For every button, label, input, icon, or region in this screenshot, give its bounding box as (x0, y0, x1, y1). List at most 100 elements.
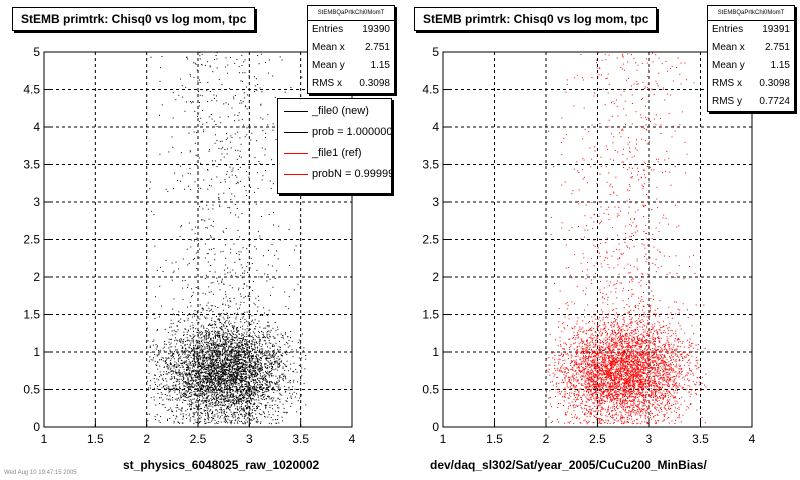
scatter-point (224, 378, 226, 380)
scatter-point (218, 318, 220, 320)
scatter-point (232, 400, 234, 401)
scatter-point (272, 408, 274, 410)
scatter-point (222, 250, 224, 252)
scatter-point (215, 331, 217, 332)
scatter-point (208, 345, 210, 347)
scatter-point (203, 355, 205, 356)
scatter-point (241, 401, 242, 403)
scatter-point (264, 340, 266, 342)
scatter-point (193, 76, 195, 78)
scatter-point (266, 404, 268, 406)
scatter-point (233, 381, 235, 383)
scatter-point (238, 374, 240, 376)
scatter-point (210, 114, 212, 115)
scatter-point (195, 375, 197, 377)
scatter-point (215, 405, 216, 407)
scatter-point (189, 391, 191, 393)
scatter-point (198, 390, 200, 392)
scatter-point (270, 363, 272, 365)
scatter-point (273, 355, 275, 357)
scatter-point (207, 380, 208, 382)
scatter-point (225, 353, 227, 355)
scatter-point (235, 354, 237, 356)
scatter-point (234, 405, 236, 407)
scatter-point (236, 58, 238, 60)
scatter-point (270, 385, 272, 387)
scatter-point (272, 354, 273, 356)
scatter-point (251, 388, 253, 390)
scatter-point (240, 301, 242, 303)
scatter-point (238, 112, 240, 114)
scatter-point (228, 380, 230, 381)
scatter-point (199, 358, 201, 359)
scatter-point (285, 365, 286, 367)
scatter-point (219, 336, 221, 338)
scatter-point (191, 389, 192, 391)
scatter-point (248, 386, 250, 388)
scatter-point (271, 363, 273, 365)
scatter-point (224, 414, 226, 415)
scatter-point (279, 358, 281, 360)
scatter-point (198, 358, 200, 360)
scatter-point (194, 408, 196, 409)
scatter-point (231, 274, 233, 276)
scatter-point (207, 341, 208, 343)
scatter-point (148, 372, 150, 374)
scatter-point (217, 381, 219, 383)
scatter-point (215, 409, 217, 411)
scatter-point (201, 379, 203, 380)
scatter-point (243, 410, 245, 412)
scatter-point (220, 386, 222, 388)
scatter-point (210, 360, 212, 362)
scatter-point (231, 421, 233, 423)
scatter-point (244, 370, 246, 372)
scatter-point (207, 350, 209, 352)
scatter-point (229, 207, 231, 209)
scatter-point (245, 190, 247, 192)
scatter-point (261, 364, 262, 366)
scatter-point (199, 55, 201, 57)
scatter-point (191, 402, 193, 404)
scatter-point (236, 379, 238, 381)
scatter-point (265, 359, 267, 361)
scatter-point (192, 324, 194, 326)
scatter-point (156, 378, 158, 380)
scatter-point (191, 402, 193, 404)
scatter-point (168, 372, 170, 374)
scatter-point (226, 312, 228, 314)
scatter-point (237, 390, 239, 392)
scatter-point (182, 413, 184, 415)
scatter-point (199, 102, 200, 103)
scatter-point (200, 380, 202, 382)
scatter-point (234, 412, 236, 414)
scatter-point (160, 374, 162, 376)
scatter-point (206, 403, 208, 405)
scatter-point (255, 326, 257, 328)
scatter-point (175, 373, 177, 375)
scatter-point (218, 313, 220, 315)
scatter-point (250, 336, 252, 338)
scatter-point (263, 355, 265, 357)
scatter-point (185, 393, 187, 395)
scatter-point (222, 360, 223, 361)
scatter-point (195, 63, 197, 65)
scatter-point (212, 406, 214, 408)
scatter-point (185, 410, 187, 412)
scatter-point (241, 313, 243, 315)
scatter-point (256, 323, 258, 324)
scatter-point (252, 416, 254, 418)
scatter-point (249, 389, 251, 391)
scatter-point (232, 417, 234, 419)
scatter-point (267, 322, 269, 323)
scatter-point (216, 176, 218, 178)
scatter-point (256, 373, 258, 375)
scatter-point (212, 364, 214, 366)
scatter-point (264, 399, 266, 400)
scatter-point (175, 385, 177, 387)
scatter-point (211, 327, 213, 329)
scatter-point (196, 196, 198, 198)
scatter-point (223, 231, 225, 233)
scatter-point (277, 407, 279, 409)
scatter-point (231, 338, 233, 340)
scatter-point (209, 348, 211, 350)
